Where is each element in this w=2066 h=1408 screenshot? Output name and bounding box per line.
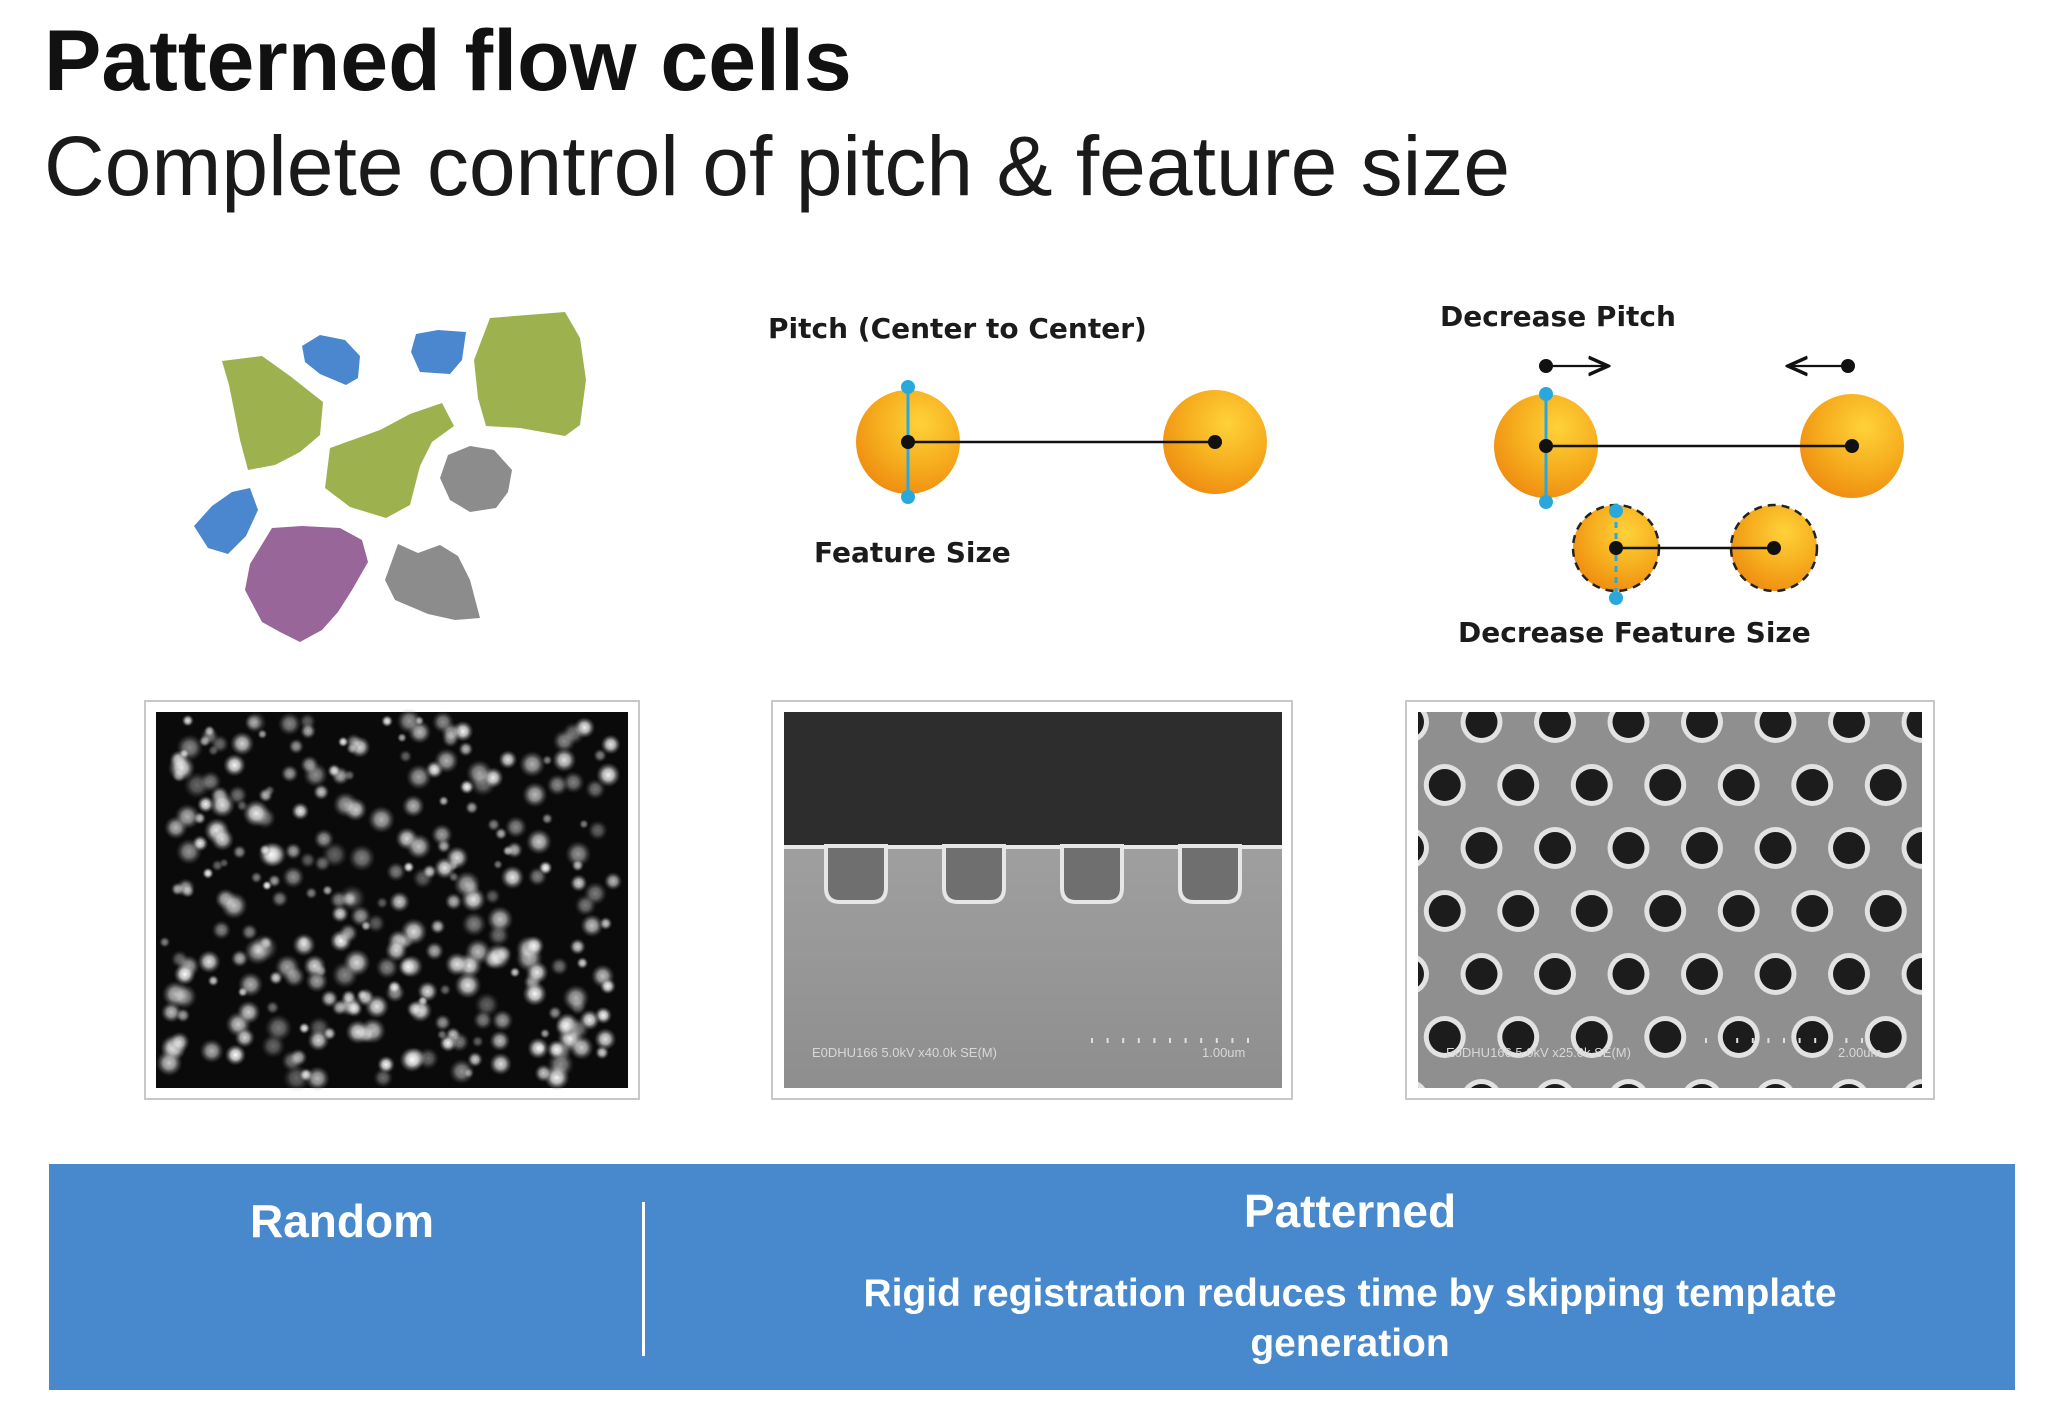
sem-caption: E0DHU166 5.0kV x40.0k SE(M) bbox=[812, 1045, 997, 1060]
slide-subtitle: Complete control of pitch & feature size bbox=[44, 119, 1511, 213]
center-point-left bbox=[901, 435, 915, 449]
slide-title: Patterned flow cells bbox=[44, 13, 852, 109]
decrease-feature-label: Decrease Feature Size bbox=[1458, 616, 1811, 649]
feature-size-label: Feature Size bbox=[814, 536, 1011, 569]
patterned-description-line2: generation bbox=[1250, 1322, 1450, 1365]
cluster-purple bbox=[245, 526, 368, 642]
sem-caption: E0DHU166 5.0kV x25.0k SE(M) bbox=[1446, 1045, 1631, 1060]
pitch-label: Pitch (Center to Center) bbox=[768, 312, 1147, 345]
random-clusters-illustration bbox=[194, 312, 586, 642]
cluster-green bbox=[474, 312, 586, 436]
patterned-label: Patterned bbox=[1243, 1185, 1457, 1237]
cluster-blue bbox=[411, 330, 466, 374]
random-label: Random bbox=[250, 1195, 434, 1247]
cluster-gray bbox=[385, 544, 480, 620]
micrograph-holes: E0DHU166 5.0kV x25.0k SE(M) 2.00um bbox=[1405, 700, 1935, 1100]
cluster-green bbox=[222, 356, 323, 470]
sem-scale: 1.00um bbox=[1202, 1045, 1245, 1060]
cluster-gray bbox=[440, 446, 512, 512]
summary-banner bbox=[49, 1164, 2015, 1390]
feature-size-marker-top bbox=[901, 380, 915, 394]
banner-divider bbox=[642, 1202, 645, 1356]
pitch-feature-diagram bbox=[856, 380, 1267, 504]
micrograph-random bbox=[144, 700, 640, 1100]
decrease-pitch-label: Decrease Pitch bbox=[1440, 300, 1676, 333]
center-point-right bbox=[1208, 435, 1222, 449]
cluster-blue bbox=[194, 488, 258, 554]
cluster-green bbox=[325, 403, 454, 518]
cluster-blue bbox=[302, 335, 360, 385]
patterned-description-line1: Rigid registration reduces time by skipp… bbox=[863, 1272, 1837, 1315]
sem-scale: 2.00um bbox=[1838, 1045, 1881, 1060]
feature-size-marker-bottom bbox=[901, 490, 915, 504]
decrease-diagram bbox=[1494, 359, 1904, 605]
micrograph-trench: E0DHU166 5.0kV x40.0k SE(M) 1.00um bbox=[771, 700, 1293, 1100]
